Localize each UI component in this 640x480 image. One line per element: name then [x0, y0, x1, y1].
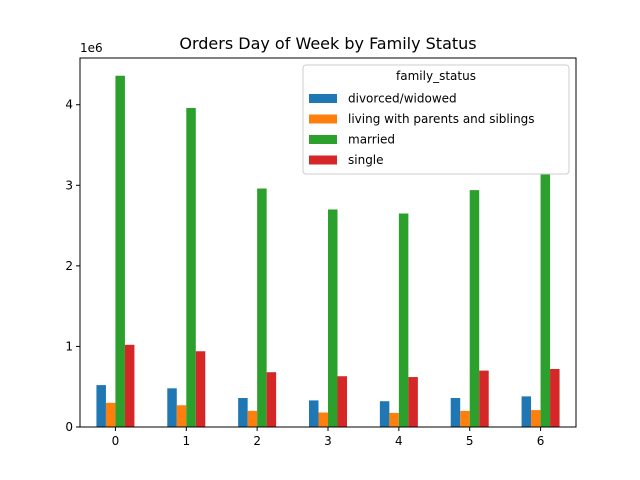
legend-swatch: [309, 155, 337, 165]
bar-single-3: [337, 376, 347, 427]
y-tick-label: 0: [65, 420, 73, 434]
x-tick-label: 6: [537, 434, 545, 448]
x-tick-label: 4: [395, 434, 403, 448]
x-tick-label: 5: [466, 434, 474, 448]
x-tick-label: 3: [324, 434, 332, 448]
bar-divorced-widowed-4: [379, 401, 390, 427]
bar-living-with-parents-and-siblings-4: [389, 412, 399, 427]
bar-married-1: [186, 107, 196, 427]
bar-single-6: [550, 368, 560, 427]
y-axis-ticks: 0 1 2 3 4: [65, 98, 80, 434]
chart-title: Orders Day of Week by Family Status: [179, 34, 476, 53]
legend-label: married: [348, 133, 395, 147]
y-tick-label: 2: [65, 259, 73, 273]
y-tick-label: 1: [65, 339, 73, 353]
y-offset-label: 1e6: [80, 41, 103, 55]
bar-divorced-widowed-3: [309, 400, 319, 427]
legend-label: single: [348, 153, 384, 167]
bar-living-with-parents-and-siblings-6: [531, 410, 541, 427]
plot-frame: [79, 57, 577, 428]
x-tick-label: 0: [112, 434, 120, 448]
legend-swatch: [309, 114, 337, 124]
bar-divorced-widowed-2: [238, 398, 248, 427]
bar-divorced-widowed-5: [450, 398, 461, 427]
bar-living-with-parents-and-siblings-5: [460, 410, 470, 427]
bar-single-4: [408, 377, 418, 427]
legend-title: family_status: [396, 69, 476, 83]
bar-single-1: [195, 351, 206, 427]
bar-living-with-parents-and-siblings-2: [247, 410, 258, 427]
bar-living-with-parents-and-siblings-1: [176, 405, 187, 427]
legend: family_status divorced/widowed living wit…: [302, 64, 570, 175]
bar-married-3: [328, 209, 338, 427]
y-tick-label: 3: [65, 178, 73, 192]
bar-living-with-parents-and-siblings-3: [318, 412, 328, 427]
legend-box: [302, 64, 570, 175]
bar-living-with-parents-and-siblings-0: [105, 402, 116, 427]
bar-married-0: [115, 75, 125, 427]
bar-divorced-widowed-6: [521, 396, 532, 427]
bar-single-5: [479, 370, 489, 427]
x-tick-label: 2: [253, 434, 261, 448]
legend-swatch: [309, 94, 337, 103]
legend-label: divorced/widowed: [348, 92, 457, 106]
y-tick-label: 4: [65, 98, 73, 112]
bar-married-2: [257, 188, 267, 427]
legend-label: living with parents and siblings: [348, 112, 535, 126]
bar-married-5: [469, 190, 480, 427]
x-axis-ticks: 0 1 2 3 4 5 6: [112, 427, 545, 448]
bar-divorced-widowed-0: [96, 385, 106, 427]
x-tick-label: 1: [182, 434, 190, 448]
bar-married-4: [398, 213, 409, 427]
bars-group: [96, 75, 560, 427]
bar-single-2: [266, 372, 277, 427]
legend-swatch: [309, 135, 337, 144]
bar-divorced-widowed-1: [167, 388, 177, 427]
bar-single-0: [124, 344, 135, 427]
bar-married-6: [540, 173, 551, 427]
